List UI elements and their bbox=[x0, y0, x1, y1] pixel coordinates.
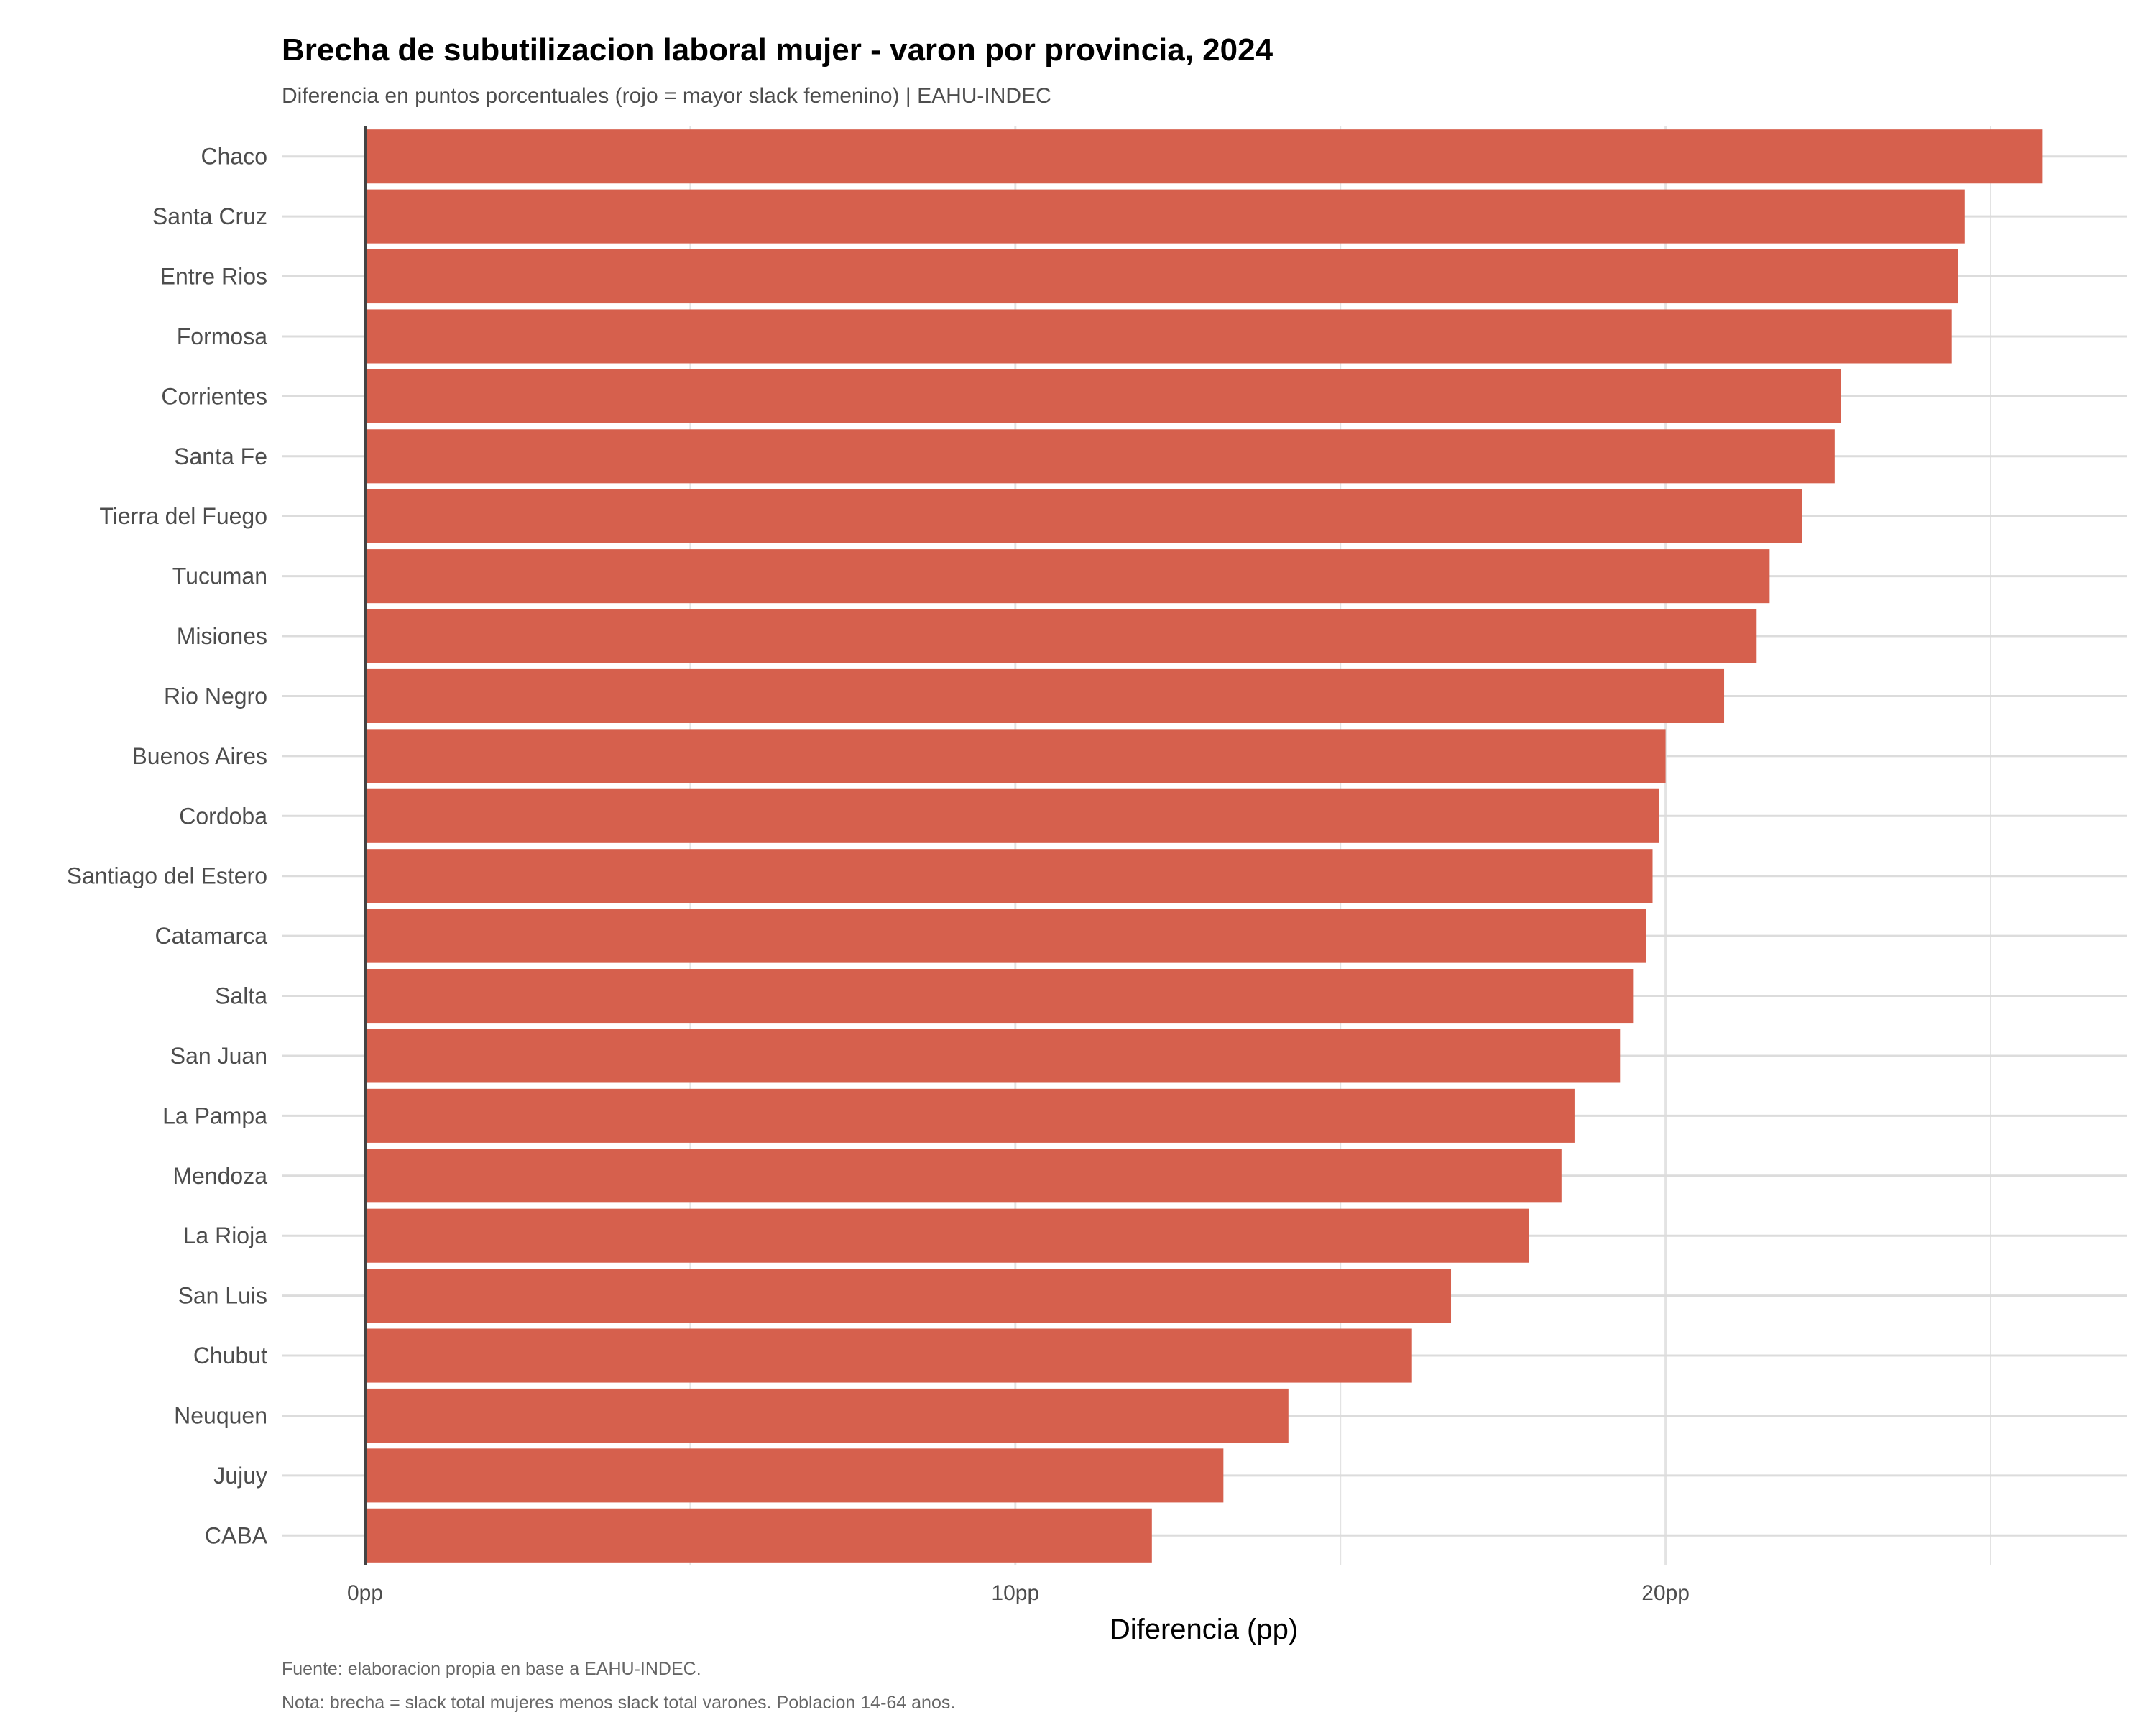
bar-chaco bbox=[365, 129, 2043, 184]
x-tick-label: 20pp bbox=[1641, 1581, 1690, 1605]
bar-jujuy bbox=[365, 1448, 1224, 1503]
bar-corrientes bbox=[365, 369, 1841, 423]
y-tick-label: San Juan bbox=[170, 1043, 267, 1069]
caption-note: Nota: brecha = slack total mujeres menos… bbox=[282, 1693, 955, 1713]
bar-caba bbox=[365, 1508, 1152, 1563]
chart-subtitle: Diferencia en puntos porcentuales (rojo … bbox=[282, 84, 1051, 108]
y-tick-label: Rio Negro bbox=[164, 683, 267, 709]
bar-misiones bbox=[365, 609, 1757, 663]
bar-neuquen bbox=[365, 1388, 1289, 1443]
y-tick-label: Santiago del Estero bbox=[67, 863, 267, 889]
y-tick-label: Cordoba bbox=[179, 803, 267, 829]
y-tick-label: Mendoza bbox=[172, 1163, 267, 1189]
y-tick-label: Tucuman bbox=[172, 564, 267, 589]
y-tick-label: Neuquen bbox=[174, 1402, 267, 1428]
bar-tucuman bbox=[365, 549, 1770, 604]
bar-chubut bbox=[365, 1328, 1412, 1383]
bar-rio-negro bbox=[365, 668, 1725, 723]
y-tick-label: Formosa bbox=[177, 323, 267, 349]
y-tick-label: Salta bbox=[215, 983, 267, 1009]
bar-catamarca bbox=[365, 908, 1646, 963]
y-tick-label: Buenos Aires bbox=[132, 743, 267, 769]
y-tick-label: CABA bbox=[205, 1522, 268, 1548]
bar-entre-rios bbox=[365, 249, 1958, 304]
bar-salta bbox=[365, 969, 1634, 1024]
bar-santiago-del-estero bbox=[365, 849, 1653, 903]
bar-cordoba bbox=[365, 788, 1659, 843]
bar-buenos-aires bbox=[365, 729, 1666, 783]
y-tick-label: Corrientes bbox=[161, 383, 267, 409]
y-axis-labels: Chaco Santa Cruz Entre Rios Formosa Corrient… bbox=[67, 144, 268, 1549]
x-axis-title: Diferencia (pp) bbox=[1110, 1614, 1298, 1645]
bar-san-luis bbox=[365, 1269, 1452, 1323]
bar-la-pampa bbox=[365, 1088, 1575, 1143]
x-tick-label: 0pp bbox=[347, 1581, 383, 1605]
chart-title: Brecha de subutilizacion laboral mujer -… bbox=[282, 32, 1273, 68]
y-tick-label: Catamarca bbox=[155, 923, 268, 949]
y-tick-label: Santa Fe bbox=[174, 443, 267, 469]
y-tick-label: Misiones bbox=[177, 623, 267, 649]
bars bbox=[365, 129, 2043, 1563]
bar-tierra-del-fuego bbox=[365, 489, 1802, 543]
bar-san-juan bbox=[365, 1029, 1621, 1083]
y-tick-label: Jujuy bbox=[213, 1463, 267, 1489]
x-tick-label: 10pp bbox=[991, 1581, 1039, 1605]
y-tick-label: Chaco bbox=[201, 144, 268, 170]
bar-santa-fe bbox=[365, 429, 1835, 484]
y-tick-label: San Luis bbox=[178, 1283, 267, 1309]
y-tick-label: Entre Rios bbox=[160, 264, 267, 290]
x-axis-labels: 0pp 10pp 20pp bbox=[347, 1581, 1690, 1605]
bar-formosa bbox=[365, 309, 1952, 364]
caption-source: Fuente: elaboracion propia en base a EAH… bbox=[282, 1659, 701, 1679]
bar-santa-cruz bbox=[365, 189, 1965, 244]
bar-mendoza bbox=[365, 1149, 1562, 1203]
y-tick-label: Santa Cruz bbox=[152, 203, 267, 229]
y-tick-label: Chubut bbox=[193, 1343, 267, 1368]
y-tick-label: Tierra del Fuego bbox=[99, 503, 267, 529]
bar-la-rioja bbox=[365, 1208, 1529, 1263]
y-tick-label: La Pampa bbox=[162, 1103, 267, 1128]
y-tick-label: La Rioja bbox=[183, 1223, 268, 1248]
